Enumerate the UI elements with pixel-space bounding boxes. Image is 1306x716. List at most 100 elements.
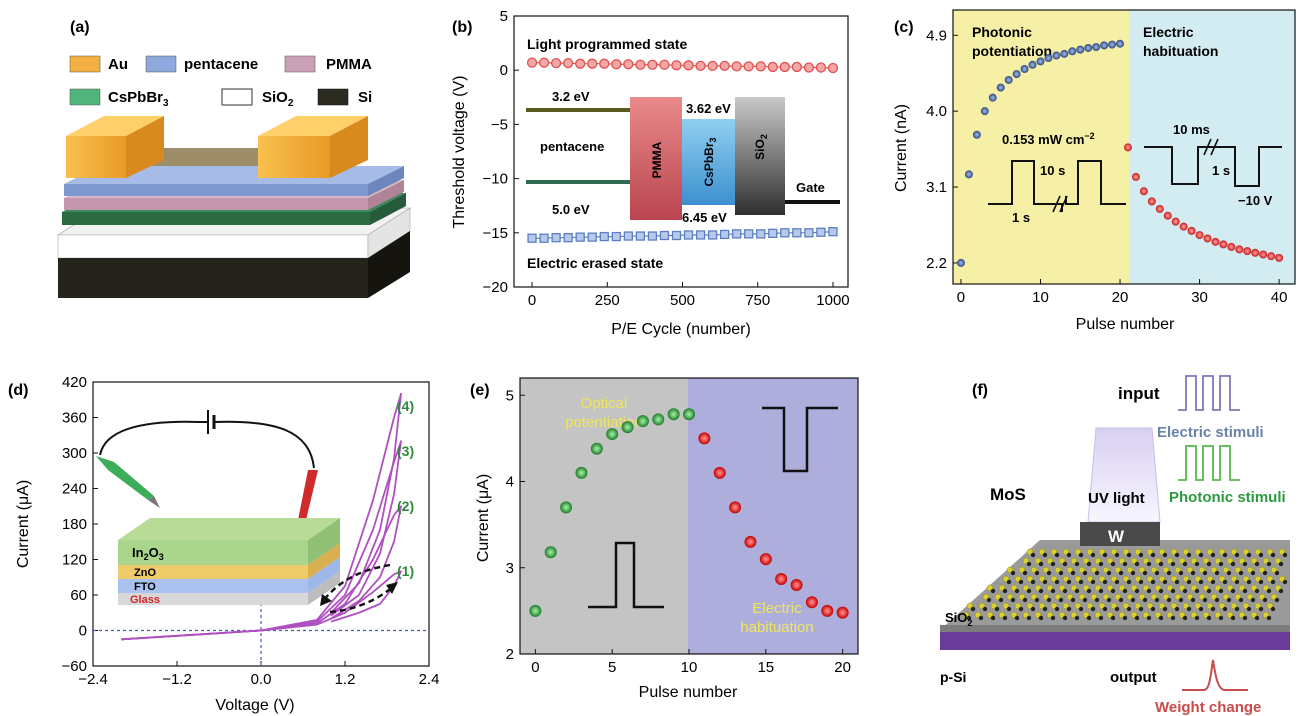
mo-atom xyxy=(1114,579,1120,585)
mo-atom xyxy=(1110,588,1116,594)
mo-atom xyxy=(1278,588,1284,594)
y-tick-label: 3 xyxy=(506,560,514,577)
inset-b-cspbbr3: CsPbBr3 xyxy=(702,137,718,186)
mo-atom xyxy=(1094,570,1100,576)
x-tick-label: 1.2 xyxy=(335,671,356,688)
chart-c-power-label: 0.153 mW cm−2 xyxy=(1002,131,1095,147)
mo-atom xyxy=(1230,615,1236,621)
legend-label-cspbbr3: CsPbBr3 xyxy=(108,89,169,109)
inset-b-cspbbr3-bar xyxy=(682,119,735,205)
mo-atom xyxy=(1034,570,1040,576)
point-electric-erased xyxy=(804,228,814,238)
mo-atom xyxy=(1134,588,1140,594)
mo-atom xyxy=(1194,588,1200,594)
chart-c-xlabel: Pulse number xyxy=(1076,316,1175,333)
mo-atom xyxy=(1050,561,1056,567)
mo-atom xyxy=(1150,579,1156,585)
mo-atom xyxy=(1146,561,1152,567)
mo-atom xyxy=(1242,561,1248,567)
point-light-programmed xyxy=(755,61,766,72)
point-habituation xyxy=(1259,250,1268,259)
mo-atom xyxy=(1158,615,1164,621)
point-light-programmed xyxy=(623,59,634,70)
chart-b-axes: 0 250 500 750 1000 5 0 −5 −10 −15 −20 xyxy=(483,8,850,309)
point-optical-potentiation xyxy=(560,501,573,514)
x-tick-label: 10 xyxy=(1032,289,1049,306)
mo-atom xyxy=(1134,615,1140,621)
y-tick-label: 4.9 xyxy=(926,27,947,44)
point-potentiation xyxy=(1084,43,1093,52)
panel-f-w: W xyxy=(1108,527,1125,546)
inset-b-3p62ev: 3.62 eV xyxy=(686,101,731,116)
mo-atom xyxy=(1262,597,1268,603)
mo-atom xyxy=(1018,579,1024,585)
mo-atom xyxy=(1250,597,1256,603)
mo-atom xyxy=(1074,615,1080,621)
panel-f-electric-stimuli: Electric stimuli xyxy=(1157,424,1264,441)
chart-e-series xyxy=(529,408,849,619)
mo-atom xyxy=(1126,606,1132,612)
point-optical-potentiation xyxy=(590,442,603,455)
legend-swatch-pentacene xyxy=(145,55,177,73)
mo-atom xyxy=(1174,579,1180,585)
point-light-programmed xyxy=(815,62,827,73)
mo-atom xyxy=(1134,561,1140,567)
mo-atom xyxy=(1234,552,1240,558)
inset-b-5p0ev: 5.0 eV xyxy=(552,202,590,217)
mo-atom xyxy=(1266,615,1272,621)
point-electric-erased xyxy=(671,230,682,241)
mo-atom xyxy=(1222,552,1228,558)
inset-b-sio2: SiO2 xyxy=(753,134,769,160)
y-tick-label: 360 xyxy=(62,410,87,427)
mo-atom xyxy=(1042,552,1048,558)
point-electric-erased xyxy=(695,230,706,240)
mo-atom xyxy=(1270,552,1276,558)
mo-atom xyxy=(1258,579,1264,585)
point-light-programmed xyxy=(731,61,742,72)
point-habituation xyxy=(1203,234,1212,243)
point-electric-habituation xyxy=(836,606,849,619)
mo-atom xyxy=(1090,552,1096,558)
mo-atom xyxy=(1254,561,1260,567)
mo-atom xyxy=(1254,615,1260,621)
mo-atom xyxy=(1062,561,1068,567)
point-habituation xyxy=(1219,240,1228,249)
electric-stimuli-icon xyxy=(1178,375,1240,411)
panel-f: (f) input Electric stimuli UV light Phot… xyxy=(940,375,1290,716)
mo-atom xyxy=(1270,606,1276,612)
point-potentiation xyxy=(1100,41,1109,50)
point-electric-erased xyxy=(707,230,718,240)
chart-c-axes: 0 10 20 30 40 2.2 3.1 4.0 4.9 xyxy=(926,27,1287,306)
panel-d-label: (d) xyxy=(8,382,28,399)
mo-atom xyxy=(1270,579,1276,585)
chart-d-loop-2: (2) xyxy=(397,498,414,514)
point-optical-potentiation xyxy=(529,604,542,617)
mo-atom xyxy=(1206,561,1212,567)
point-electric-erased xyxy=(539,233,549,243)
mo-atom xyxy=(1170,561,1176,567)
p-si-layer xyxy=(940,632,1290,650)
mo-atom xyxy=(1154,597,1160,603)
legend-label-sio2: SiO2 xyxy=(262,89,294,109)
mo-atom xyxy=(1246,552,1252,558)
legend-swatch-au xyxy=(69,55,101,73)
mo-atom xyxy=(1130,597,1136,603)
mo-atom xyxy=(1106,597,1112,603)
mo-atom xyxy=(1238,597,1244,603)
mo-atom xyxy=(1182,588,1188,594)
point-light-programmed xyxy=(803,62,815,73)
point-potentiation xyxy=(1012,70,1021,79)
chart-d-loop-1: (1) xyxy=(397,563,414,579)
legend-swatch-cspbbr3 xyxy=(69,88,101,106)
mo-atom xyxy=(1014,615,1020,621)
panel-a-legend: Au pentacene PMMA CsPbBr3 SiO2 Si xyxy=(69,55,372,109)
chart-c-region-potentiation xyxy=(953,10,1129,284)
mo-atom xyxy=(1198,606,1204,612)
mo-atom xyxy=(1278,561,1284,567)
point-habituation xyxy=(1147,197,1156,206)
mo-atom xyxy=(1030,606,1036,612)
chart-d-loop-3: (3) xyxy=(397,443,414,459)
point-electric-erased xyxy=(683,230,694,240)
point-electric-erased xyxy=(756,229,766,239)
mo-atom xyxy=(1186,579,1192,585)
